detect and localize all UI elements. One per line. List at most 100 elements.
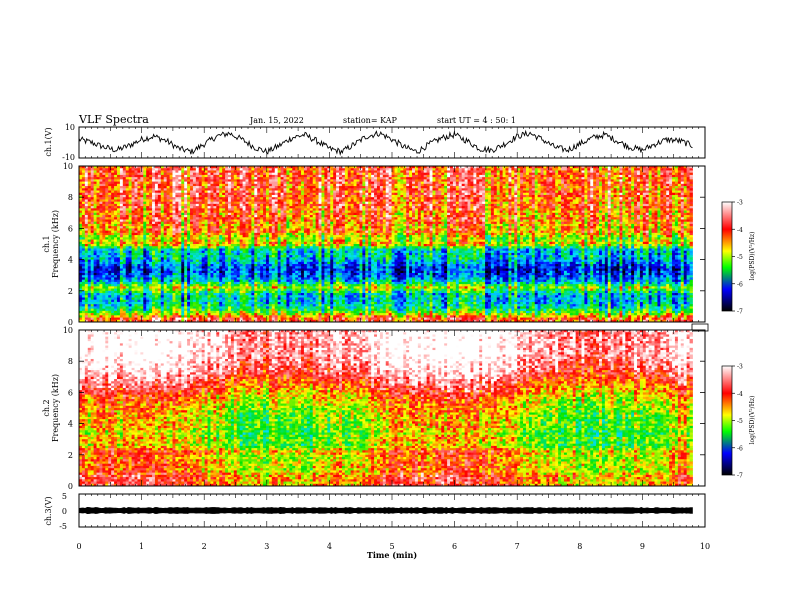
spectrogram-cell bbox=[552, 197, 556, 200]
spectrogram-cell bbox=[406, 192, 410, 196]
spectrogram-cell bbox=[341, 166, 346, 169]
spectrogram-cell bbox=[505, 181, 509, 185]
spectrogram-cell bbox=[336, 177, 340, 180]
spectrogram-cell bbox=[426, 208, 430, 211]
spectrogram-cell bbox=[683, 174, 688, 178]
spectrogram-cell bbox=[607, 212, 612, 216]
spectrogram-cell bbox=[233, 217, 238, 220]
spectrogram-cell bbox=[227, 215, 232, 218]
spectrogram-cell bbox=[482, 172, 486, 176]
spectrogram-cell bbox=[502, 179, 506, 182]
spectrogram-cell bbox=[128, 181, 132, 185]
spectrogram-cell bbox=[642, 199, 647, 203]
spectrogram-cell bbox=[321, 217, 325, 220]
spectrogram-cell bbox=[590, 174, 594, 178]
spectrogram-cell bbox=[648, 166, 652, 169]
spectrogram-cell bbox=[289, 179, 293, 182]
spectrogram-cell bbox=[479, 197, 483, 200]
spectrogram-cell bbox=[517, 192, 521, 196]
spectrogram-cell bbox=[441, 183, 445, 187]
spectrogram-cell bbox=[371, 212, 375, 216]
spectrogram-cell bbox=[561, 190, 565, 194]
spectrogram-cell bbox=[508, 192, 512, 196]
spectrogram-cell bbox=[660, 210, 664, 214]
spectrogram-cell bbox=[552, 192, 556, 196]
spectrogram-cell bbox=[528, 194, 533, 198]
spectrogram-cell bbox=[435, 170, 439, 174]
spectrogram-cell bbox=[505, 183, 509, 187]
spectrogram-cell bbox=[108, 179, 112, 182]
spectrogram-cell bbox=[566, 203, 571, 207]
spectrogram-cell bbox=[108, 212, 112, 216]
spectrogram-cell bbox=[333, 215, 337, 218]
spectrogram-cell bbox=[178, 215, 182, 218]
spectrogram-cell bbox=[271, 170, 276, 174]
spectrogram-cell bbox=[683, 206, 688, 209]
spectrogram-cell bbox=[391, 194, 395, 198]
spectrogram-cell bbox=[321, 208, 325, 211]
spectrogram-cell bbox=[631, 199, 635, 203]
spectrogram-cell bbox=[79, 206, 83, 209]
spectrogram-cell bbox=[689, 210, 693, 214]
spectrogram-cell bbox=[227, 183, 232, 187]
spectrogram-cell bbox=[198, 197, 203, 200]
spectrogram-cell bbox=[169, 179, 173, 182]
spectrogram-cell bbox=[382, 177, 387, 180]
spectrogram-cell bbox=[672, 210, 676, 214]
spectrogram-cell bbox=[485, 215, 489, 218]
spectrogram-cell bbox=[274, 179, 279, 182]
spectrogram-cell bbox=[362, 181, 366, 185]
spectrogram-cell bbox=[119, 168, 124, 171]
spectrogram-cell bbox=[359, 166, 363, 169]
spectrogram-cell bbox=[271, 183, 276, 187]
spectrogram-cell bbox=[233, 179, 238, 182]
spectrogram-cell bbox=[596, 170, 600, 174]
spectrogram-cell bbox=[543, 179, 547, 182]
spectrogram-cell bbox=[143, 183, 147, 187]
spectrogram-cell bbox=[347, 186, 352, 189]
spectrogram-cell bbox=[274, 208, 279, 211]
spectrogram-cell bbox=[546, 181, 550, 185]
spectrogram-cell bbox=[406, 212, 410, 216]
spectrogram-cell bbox=[318, 197, 322, 200]
spectrogram-cell bbox=[482, 183, 486, 187]
spectrogram-cell bbox=[376, 203, 381, 207]
spectrogram-cell bbox=[385, 166, 390, 169]
spectrogram-cell bbox=[105, 172, 109, 176]
spectrogram-cell bbox=[257, 199, 261, 203]
spectrogram-cell bbox=[90, 212, 95, 216]
spectrogram-cell bbox=[622, 192, 626, 196]
spectrogram-cell bbox=[318, 166, 322, 169]
spectrogram-cell bbox=[227, 188, 232, 191]
spectrogram-cell bbox=[680, 188, 685, 191]
spectrogram-cell bbox=[160, 190, 165, 194]
spectrogram-cell bbox=[645, 170, 650, 174]
spectrogram-cell bbox=[619, 201, 623, 205]
spectrogram-cell bbox=[607, 192, 612, 196]
spectrogram-cell bbox=[604, 168, 609, 171]
spectrogram-cell bbox=[301, 190, 305, 194]
spectrogram-cell bbox=[160, 208, 165, 211]
spectrogram-cell bbox=[496, 194, 501, 198]
spectrogram-cell bbox=[455, 212, 460, 216]
spectrogram-cell bbox=[181, 199, 185, 203]
spectrogram-cell bbox=[128, 217, 132, 220]
spectrogram-cell bbox=[534, 166, 539, 169]
spectrogram-cell bbox=[444, 212, 448, 216]
spectrogram-cell bbox=[578, 181, 582, 185]
spectrogram-cell bbox=[204, 212, 208, 216]
spectrogram-cell bbox=[359, 179, 363, 182]
spectrogram-cell bbox=[280, 192, 284, 196]
spectrogram-cell bbox=[143, 188, 147, 191]
spectrogram-cell bbox=[458, 212, 463, 216]
spectrogram-cell bbox=[444, 190, 448, 194]
spectrogram-cell bbox=[125, 166, 130, 169]
spectrogram-cell bbox=[154, 174, 159, 178]
spectrogram-cell bbox=[686, 177, 690, 180]
spectrogram-cell bbox=[289, 183, 293, 187]
spectrogram-cell bbox=[116, 217, 121, 220]
spectrogram-cell bbox=[201, 170, 206, 174]
spectrogram-cell bbox=[537, 190, 541, 194]
spectrogram-cell bbox=[639, 186, 644, 189]
spectrogram-cell bbox=[122, 212, 127, 216]
